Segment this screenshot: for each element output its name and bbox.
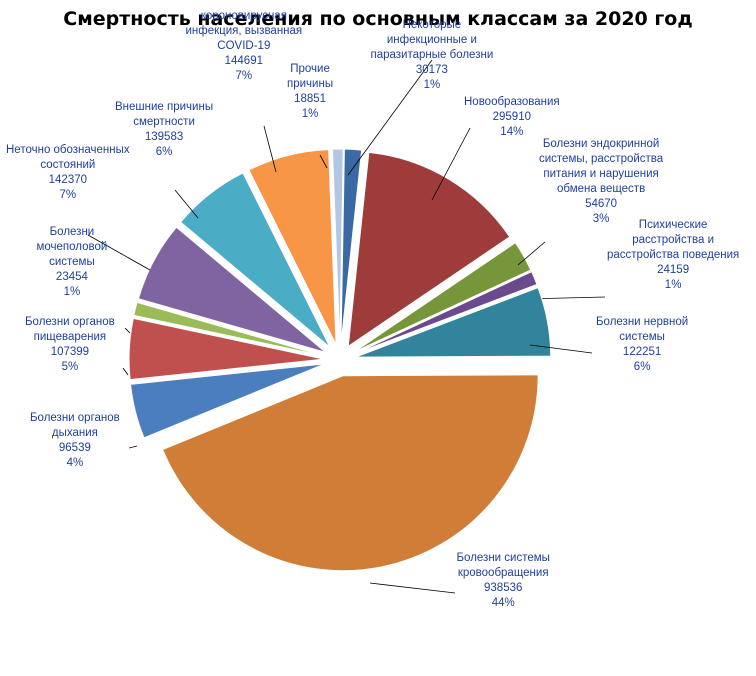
slice-label-name: Болезни органов дыхания: [30, 412, 120, 439]
slice-label: Болезни системы кровообращения 938536 44…: [457, 551, 550, 611]
slice-label: Неточно обозначенных состояний 142370 7%: [6, 143, 130, 203]
pie-slice: [162, 374, 539, 572]
chart-title: Смертность населения по основным классам…: [63, 8, 693, 30]
slice-label-name: Болезни органов пищеварения: [25, 316, 115, 343]
leader-line: [87, 234, 151, 271]
leader-line: [128, 445, 138, 449]
slice-label-value: 142370: [48, 174, 88, 186]
pie-slice: [340, 148, 363, 345]
pie-slice: [137, 226, 327, 353]
leader-line: [122, 367, 129, 376]
leader-line: [529, 344, 593, 354]
slice-label-name: Психические расстройства и расстройства …: [607, 218, 740, 261]
leader-line: [124, 327, 131, 334]
slice-label-value: 122251: [622, 346, 662, 358]
slice-label-percent: 7%: [235, 69, 253, 82]
slice-label: Некоторые инфекционные и паразитарные бо…: [371, 18, 494, 93]
leader-line: [517, 241, 546, 266]
pie-slice: [354, 270, 538, 355]
slice-label-name: Прочие причины: [287, 63, 334, 90]
slice-label-name: Новообразования: [464, 95, 560, 108]
slice-label-name: Болезни системы кровообращения: [456, 552, 550, 579]
slice-label-name: Некоторые инфекционные и паразитарные бо…: [370, 18, 494, 61]
slice-label-percent: 1%: [664, 278, 682, 291]
slice-label-percent: 1%: [63, 285, 81, 298]
pie-slice: [248, 149, 337, 345]
slice-label-percent: 1%: [423, 78, 441, 91]
slice-label-percent: 3%: [592, 213, 610, 225]
leader-line: [319, 154, 328, 169]
slice-label-percent: 7%: [59, 189, 77, 201]
slice-label-name: Неточно обозначенных состояний: [6, 144, 130, 171]
pie-slice: [133, 301, 325, 357]
pie-slice: [179, 172, 331, 348]
leader-line: [174, 189, 199, 219]
leader-line: [263, 125, 277, 173]
slice-label-percent: 44%: [491, 597, 515, 609]
slice-label-name: короновирусная инфекция, вызванная COVID…: [185, 9, 303, 52]
slice-label-percent: 4%: [66, 457, 84, 469]
slice-label-value: 24159: [657, 263, 690, 276]
pie-slice: [331, 148, 344, 345]
slice-label-name: Болезни нервной системы: [596, 316, 689, 343]
slice-label-value: 938536: [484, 582, 523, 594]
slice-label-value: 107399: [50, 346, 90, 358]
pie-slice: [353, 242, 532, 353]
slice-label: Внешние причины смертности 139583 6%: [115, 100, 213, 160]
slice-label-value: 23454: [55, 270, 88, 283]
slice-label: Болезни органов пищеварения 107399 5%: [25, 315, 115, 375]
slice-label-percent: 6%: [633, 361, 651, 373]
slice-label-value: 295910: [492, 110, 531, 123]
leader-line: [369, 582, 456, 594]
slice-label-value: 144691: [224, 54, 263, 67]
pie-slice: [355, 287, 552, 358]
slice-label-value: 30173: [415, 63, 448, 76]
slice-label-name: Внешние причины смертности: [115, 101, 214, 128]
slice-label: Новообразования 295910 14%: [464, 95, 560, 140]
slice-label-percent: 1%: [301, 108, 319, 120]
pie-slice: [128, 317, 325, 381]
slice-label-value: 18851: [294, 93, 327, 105]
slice-label-value: 139583: [144, 131, 184, 143]
slice-label: Болезни нервной системы 122251 6%: [596, 315, 688, 375]
slice-label-percent: 6%: [155, 146, 173, 158]
leader-line: [347, 59, 433, 176]
slice-label: короновирусная инфекция, вызванная COVID…: [186, 9, 303, 84]
slice-label-percent: 14%: [500, 125, 524, 138]
slice-label-name: Болезни эндокринной системы, расстройств…: [539, 138, 664, 195]
slice-label-percent: 5%: [61, 361, 79, 373]
slice-label: Болезни органов дыхания 96539 4%: [30, 411, 120, 471]
pie-slice: [130, 363, 325, 439]
slice-label: Болезни эндокринной системы, расстройств…: [539, 137, 663, 227]
slice-label: Прочие причины 18851 1%: [287, 62, 333, 122]
slice-label: Психические расстройства и расстройства …: [607, 218, 739, 293]
slice-label-value: 54670: [585, 198, 618, 210]
leader-line: [431, 127, 471, 201]
slice-label-name: Болезни мочеполовой системы: [36, 225, 108, 268]
slice-label-value: 96539: [58, 442, 91, 454]
pie-slice: [347, 151, 511, 348]
slice-label: Болезни мочеполовой системы 23454 1%: [37, 225, 108, 300]
